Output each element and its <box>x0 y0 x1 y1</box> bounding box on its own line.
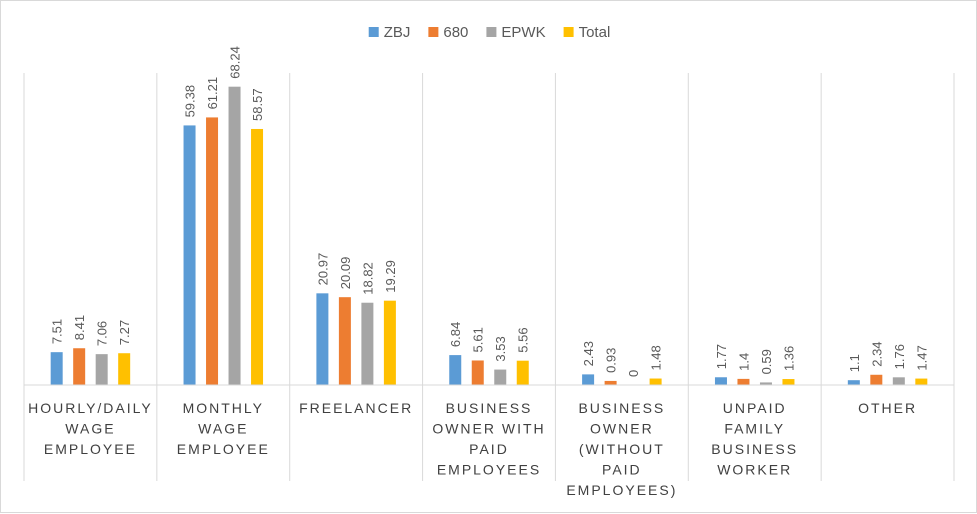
bar-total-monthly-wage-employee <box>251 128 264 385</box>
legend-label-epwk: EPWK <box>501 24 545 41</box>
data-label-zbj-business-owner-without-paid-employees: 2.43 <box>581 341 596 366</box>
bar-zbj-other <box>847 380 860 385</box>
data-label-680-other: 2.34 <box>869 341 884 366</box>
bar-zbj-business-owner-without-paid-employees <box>582 374 595 385</box>
legend-label-total: Total <box>579 24 611 41</box>
data-label-680-unpaid-family-business-worker: 1.4 <box>736 353 751 371</box>
category-dividers <box>23 73 955 481</box>
data-label-epwk-business-owner-without-paid-employees: 0 <box>626 370 641 377</box>
bar-680-hourly-daily-wage-employee <box>73 348 86 385</box>
data-label-total-unpaid-family-business-worker: 1.36 <box>781 346 796 371</box>
data-label-zbj-monthly-wage-employee: 59.38 <box>183 85 198 118</box>
bar-epwk-monthly-wage-employee <box>228 86 241 385</box>
bar-total-hourly-daily-wage-employee <box>118 353 131 385</box>
data-label-total-business-owner-without-paid-employees: 1.48 <box>649 345 664 370</box>
data-label-680-freelancer: 20.09 <box>338 257 353 290</box>
legend-swatch-zbj <box>368 27 379 37</box>
bar-zbj-unpaid-family-business-worker <box>714 377 727 385</box>
data-label-epwk-hourly-daily-wage-employee: 7.06 <box>95 321 110 346</box>
data-label-680-hourly-daily-wage-employee: 8.41 <box>72 315 87 340</box>
bars <box>50 86 928 386</box>
data-label-zbj-other: 1.1 <box>847 354 862 372</box>
data-label-680-business-owner-without-paid-employees: 0.93 <box>604 348 619 373</box>
bar-zbj-business-owner-with-paid-employees <box>449 355 462 385</box>
category-label-business-owner-without-paid-employees: BUSINESS OWNER (WITHOUT PAID EMPLOYEES) <box>566 400 677 498</box>
data-label-zbj-hourly-daily-wage-employee: 7.51 <box>50 319 65 344</box>
category-label-other: OTHER <box>858 400 917 416</box>
bar-680-business-owner-without-paid-employees <box>604 380 617 385</box>
data-label-epwk-other: 1.76 <box>892 344 907 369</box>
bar-680-business-owner-with-paid-employees <box>471 360 484 385</box>
bar-total-other <box>915 378 928 385</box>
category-label-monthly-wage-employee: MONTHLY WAGE EMPLOYEE <box>177 400 270 457</box>
data-label-epwk-business-owner-with-paid-employees: 3.53 <box>493 336 508 361</box>
data-label-680-monthly-wage-employee: 61.21 <box>205 77 220 110</box>
legend-label-680: 680 <box>443 24 468 41</box>
bar-680-monthly-wage-employee <box>206 117 219 386</box>
bar-680-freelancer <box>338 297 351 385</box>
legend-swatch-680 <box>428 27 439 37</box>
category-label-business-owner-with-paid-employees: BUSINESS OWNER WITH PAID EMPLOYEES <box>432 400 545 478</box>
data-label-total-freelancer: 19.29 <box>383 260 398 293</box>
bar-epwk-hourly-daily-wage-employee <box>95 354 108 385</box>
bar-680-other <box>870 374 883 385</box>
category-labels: HOURLY/DAILY WAGE EMPLOYEE MONTHLY WAGE EMPLO… <box>28 400 917 498</box>
bar-zbj-hourly-daily-wage-employee <box>50 352 63 385</box>
data-label-epwk-monthly-wage-employee: 68.24 <box>228 46 243 79</box>
bar-zbj-monthly-wage-employee <box>183 125 196 386</box>
bar-total-freelancer <box>383 300 396 385</box>
category-label-hourly-daily-wage-employee: HOURLY/DAILY WAGE EMPLOYEE <box>28 400 153 457</box>
category-label-unpaid-family-business-worker: UNPAID FAMILY BUSINESS WORKER <box>711 400 798 478</box>
data-label-total-other: 1.47 <box>914 345 929 370</box>
bar-epwk-unpaid-family-business-worker <box>759 382 772 385</box>
data-label-epwk-unpaid-family-business-worker: 0.59 <box>759 349 774 374</box>
bar-total-business-owner-without-paid-employees <box>649 378 662 385</box>
data-label-zbj-business-owner-with-paid-employees: 6.84 <box>448 322 463 347</box>
bar-epwk-business-owner-with-paid-employees <box>494 369 507 385</box>
legend-swatch-total <box>563 27 574 37</box>
legend-label-zbj: ZBJ <box>384 24 411 41</box>
bar-680-unpaid-family-business-worker <box>737 378 750 385</box>
data-label-680-business-owner-with-paid-employees: 5.61 <box>471 327 486 352</box>
bar-epwk-other <box>892 377 905 385</box>
data-labels: 7.51 8.41 7.06 7.27 59.38 61.21 68.24 58.57 20.9… <box>50 46 930 377</box>
data-label-zbj-freelancer: 20.97 <box>315 253 330 286</box>
bar-total-business-owner-with-paid-employees <box>516 360 529 385</box>
bar-zbj-freelancer <box>316 293 329 385</box>
legend: ZBJ 680 EPWK Total <box>368 24 611 41</box>
data-label-total-monthly-wage-employee: 58.57 <box>250 88 265 121</box>
data-label-total-hourly-daily-wage-employee: 7.27 <box>117 320 132 345</box>
data-label-epwk-freelancer: 18.82 <box>360 262 375 295</box>
data-label-total-business-owner-with-paid-employees: 5.56 <box>516 327 531 352</box>
legend-swatch-epwk <box>486 27 497 37</box>
category-label-freelancer: FREELANCER <box>299 400 413 416</box>
bar-total-unpaid-family-business-worker <box>782 379 795 385</box>
bar-epwk-freelancer <box>361 302 374 385</box>
data-label-zbj-unpaid-family-business-worker: 1.77 <box>714 344 729 369</box>
